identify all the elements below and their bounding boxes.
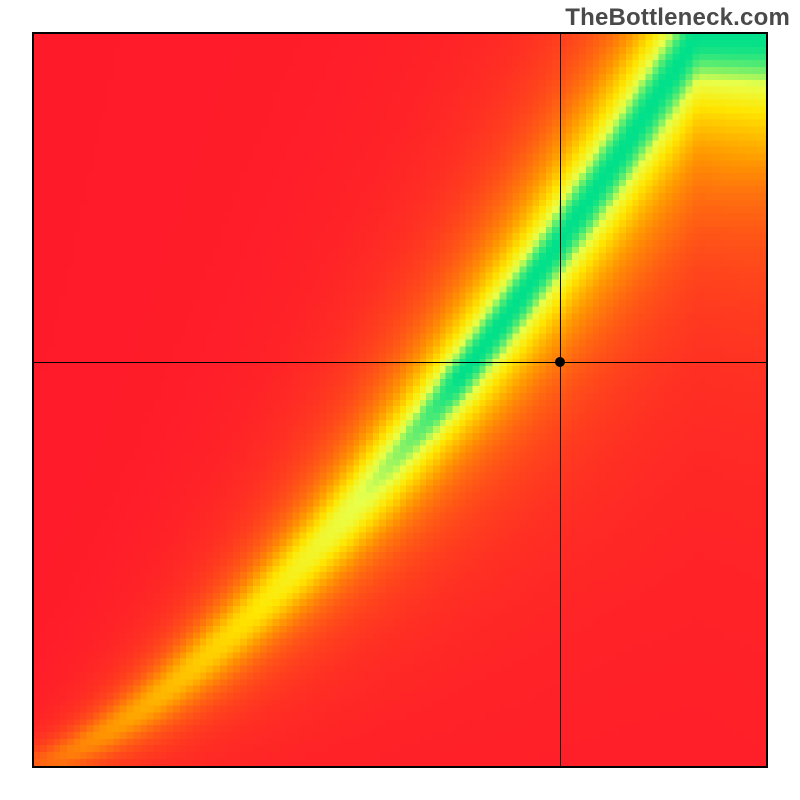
plot-area (32, 32, 768, 768)
crosshair-marker (555, 357, 565, 367)
crosshair-horizontal (34, 362, 766, 363)
chart-container: TheBottleneck.com (0, 0, 800, 800)
crosshair-vertical (560, 34, 561, 766)
watermark-text: TheBottleneck.com (565, 4, 790, 32)
heatmap-canvas (34, 34, 766, 766)
